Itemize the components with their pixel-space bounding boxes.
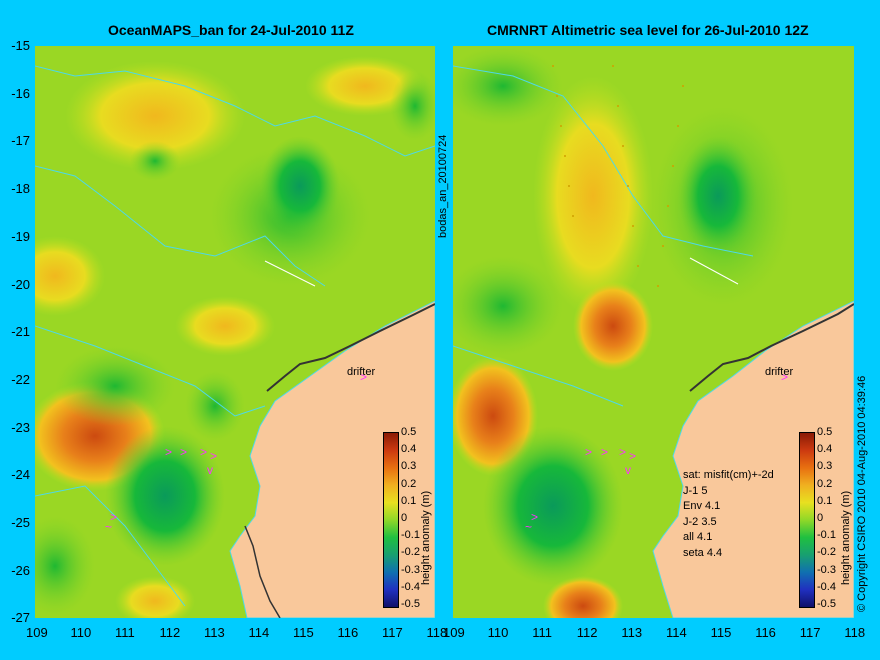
y-tick-label: -21 — [11, 324, 30, 340]
left-map-panel[interactable]: > > > > v > ~ > drifter 0.5 0.4 0.3 0.2 0.1 0 -0.… — [35, 46, 435, 618]
y-tick-label: -16 — [11, 85, 30, 101]
legend-row: J-2 3.5 — [683, 515, 717, 528]
legend-header: sat: misfit(cm)+-2d — [683, 469, 774, 481]
colorbar-tick-label: 0.4 — [817, 443, 833, 456]
y-tick-label: -15 — [11, 38, 30, 53]
svg-text:v: v — [207, 463, 213, 477]
drifter-label-left: drifter — [347, 366, 376, 378]
colorbar-tick-label: -0.4 — [401, 580, 420, 593]
right-colorbar-label: height anomaly (m) — [840, 490, 852, 585]
x-tick-label: 110 — [487, 625, 509, 640]
colorbar-tick-label: 0.3 — [401, 460, 417, 473]
colorbar-tick-label: 0.1 — [817, 494, 833, 507]
colorbar-tick-label: -0.5 — [817, 598, 836, 610]
drifter-track-right: > > > > v >~ > — [525, 370, 788, 534]
colorbar-tick-label: 0.4 — [401, 443, 417, 456]
colorbar-tick-label: -0.1 — [817, 529, 836, 542]
svg-text:>: > — [110, 510, 117, 524]
x-tick-label: 116 — [337, 625, 359, 640]
svg-text:>: > — [165, 445, 172, 459]
left-colorbar — [383, 432, 399, 608]
colorbar-tick-label: 0.5 — [401, 426, 417, 438]
x-tick-label: 117 — [799, 625, 821, 640]
y-tick-label: -19 — [11, 228, 30, 244]
colorbar-tick-label: 0 — [401, 512, 408, 524]
y-tick-label: -27 — [11, 610, 30, 626]
x-tick-label: 109 — [26, 625, 48, 640]
altimeter-tracks — [552, 65, 684, 287]
right-panel-title: CMRNRT Altimetric sea level for 26-Jul-2… — [487, 22, 809, 38]
colorbar-tick-label: 0 — [817, 512, 824, 524]
colorbar-tick-label: 0.5 — [817, 426, 833, 438]
colorbar-tick-label: 0.2 — [817, 477, 833, 490]
colorbar-tick-label: -0.2 — [817, 546, 836, 559]
colorbar-tick-label: -0.5 — [401, 598, 420, 610]
legend-row: J-1 5 — [683, 484, 708, 497]
x-tick-label: 115 — [710, 625, 732, 640]
x-tick-label: 115 — [293, 625, 314, 640]
svg-text:>: > — [601, 445, 608, 459]
x-tick-label: 110 — [70, 625, 92, 640]
y-tick-label: -25 — [11, 515, 30, 530]
legend-row: seta 4.4 — [683, 546, 723, 559]
x-tick-label: 111 — [532, 625, 552, 640]
colorbar-tick-label: -0.2 — [401, 546, 420, 559]
x-tick-label: 109 — [443, 625, 465, 640]
svg-text:~: ~ — [105, 520, 112, 534]
x-tick-label: 112 — [159, 625, 181, 640]
svg-text:>: > — [531, 510, 538, 524]
svg-text:v: v — [625, 463, 631, 477]
x-tick-label: 113 — [621, 625, 643, 640]
drifter-label-right: drifter — [765, 366, 794, 378]
x-tick-label: 114 — [248, 625, 270, 640]
x-tick-label: 116 — [755, 625, 776, 640]
colorbar-tick-label: -0.1 — [401, 529, 420, 542]
svg-text:>: > — [619, 445, 626, 459]
x-tick-label: 113 — [204, 625, 225, 640]
svg-text:>: > — [180, 445, 187, 459]
y-tick-label: -22 — [11, 371, 30, 387]
colorbar-tick-label: -0.3 — [401, 563, 420, 576]
side-label-middle: bodas_an_20100724 — [437, 134, 449, 238]
copyright-label: © Copyright CSIRO 2010 04-Aug-2010 04:39… — [856, 375, 868, 612]
left-map-svg: > > > > v >~ > — [35, 46, 435, 618]
svg-text:>: > — [781, 370, 788, 384]
svg-text:>: > — [210, 449, 217, 463]
x-tick-label: 111 — [115, 625, 135, 640]
y-tick-label: -26 — [11, 562, 30, 578]
svg-text:>: > — [360, 370, 367, 384]
x-tick-label: 112 — [576, 625, 598, 640]
svg-text:>: > — [629, 449, 636, 463]
colorbar-tick-label: -0.4 — [817, 580, 836, 593]
colorbar-tick-label: 0.3 — [817, 460, 833, 473]
misfit-legend: sat: misfit(cm)+-2d J-1 5 Env 4.1 J-2 3.… — [683, 468, 774, 561]
svg-text:>: > — [585, 445, 592, 459]
drifter-track-left: > > > > v >~ > — [105, 370, 367, 534]
svg-text:~: ~ — [525, 520, 532, 534]
y-tick-label: -23 — [11, 419, 30, 435]
svg-text:>: > — [200, 445, 207, 459]
left-colorbar-label: height anomaly (m) — [420, 490, 432, 585]
right-map-panel[interactable]: > > > > v > ~ > drifter sat: misfit(cm)+-2d… — [453, 46, 854, 618]
x-tick-label: 118 — [426, 625, 448, 640]
y-tick-label: -24 — [11, 467, 30, 483]
x-tick-label: 117 — [382, 625, 403, 640]
legend-row: Env 4.1 — [683, 500, 721, 512]
x-tick-label: 114 — [666, 625, 687, 640]
right-colorbar — [799, 432, 815, 608]
x-tick-label: 118 — [844, 625, 866, 640]
y-tick-label: -20 — [11, 276, 30, 292]
y-tick-label: -17 — [11, 133, 30, 149]
left-panel-title: OceanMAPS_ban for 24-Jul-2010 11Z — [108, 22, 354, 38]
legend-row: all 4.1 — [683, 531, 713, 543]
colorbar-tick-label: -0.3 — [817, 563, 836, 576]
y-tick-label: -18 — [11, 181, 30, 197]
colorbar-tick-label: 0.1 — [401, 494, 417, 507]
right-map-svg: > > > > v >~ > — [453, 46, 854, 618]
colorbar-tick-label: 0.2 — [401, 477, 417, 490]
